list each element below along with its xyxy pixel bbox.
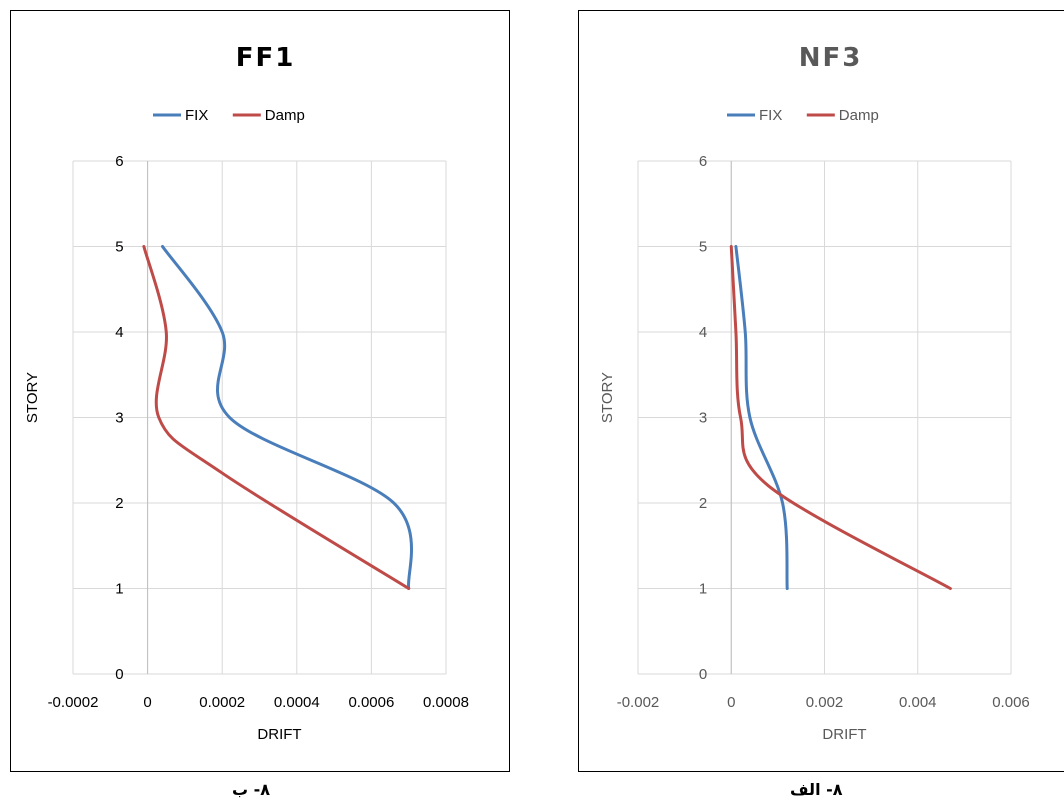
y-tick-label: 0 xyxy=(115,666,123,683)
y-tick-label: 6 xyxy=(699,153,707,170)
y-tick-label: 3 xyxy=(699,410,707,427)
y-tick-label: 1 xyxy=(115,581,123,598)
series-line-fix xyxy=(161,245,413,590)
series-line-fix xyxy=(734,245,789,590)
x-tick-label: 0.006 xyxy=(992,694,1030,711)
y-tick-label: 0 xyxy=(699,666,707,683)
y-tick-label: 5 xyxy=(699,239,707,256)
legend-label-damp: Damp xyxy=(265,107,305,124)
x-axis-label: DRIFT xyxy=(257,726,301,743)
caption-ff1: ۸- ب xyxy=(232,780,271,799)
x-tick-label: 0.0002 xyxy=(199,694,245,711)
caption-nf3: ۸- الف xyxy=(790,780,843,799)
chart-panel-nf3: NF3 FIX Damp -0.002 0 0.002 0.004 0.006 0 1 2 3 4 5 6 D… xyxy=(578,10,1064,772)
x-tick-label: 0.0006 xyxy=(348,694,394,711)
y-tick-label: 2 xyxy=(115,495,123,512)
chart-nf3: NF3 FIX Damp -0.002 0 0.002 0.004 0.006 0 1 2 3 4 5 6 D… xyxy=(599,43,1030,743)
y-axis-label: STORY xyxy=(24,372,41,423)
chart-title: FF1 xyxy=(236,43,296,73)
chart-panel-ff1: FF1 FIX Damp -0.0002 0 0.0002 0.0004 0.0006 0.00… xyxy=(10,10,510,772)
x-tick-label: 0.0008 xyxy=(423,694,469,711)
y-tick-label: 4 xyxy=(115,324,123,341)
y-axis-label: STORY xyxy=(599,372,616,423)
x-axis-label: DRIFT xyxy=(822,726,866,743)
x-tick-label: 0.0004 xyxy=(274,694,320,711)
chart-ff1: FF1 FIX Damp -0.0002 0 0.0002 0.0004 0.0006 0.00… xyxy=(24,43,469,743)
x-tick-label: 0.002 xyxy=(806,694,844,711)
legend-label-fix: FIX xyxy=(185,107,208,124)
legend-label-damp: Damp xyxy=(839,107,879,124)
chart-title: NF3 xyxy=(799,43,863,73)
y-tick-label: 5 xyxy=(115,239,123,256)
x-tick-label: -0.0002 xyxy=(48,694,99,711)
y-tick-label: 4 xyxy=(699,324,707,341)
series-line-damp xyxy=(729,245,952,590)
x-tick-label: 0.004 xyxy=(899,694,937,711)
legend-label-fix: FIX xyxy=(759,107,782,124)
y-tick-label: 2 xyxy=(699,495,707,512)
x-tick-label: -0.002 xyxy=(617,694,660,711)
x-tick-label: 0 xyxy=(727,694,735,711)
x-tick-label: 0 xyxy=(143,694,151,711)
y-tick-label: 3 xyxy=(115,410,123,427)
y-tick-label: 6 xyxy=(115,153,123,170)
series-line-damp xyxy=(142,245,411,590)
y-tick-label: 1 xyxy=(699,581,707,598)
